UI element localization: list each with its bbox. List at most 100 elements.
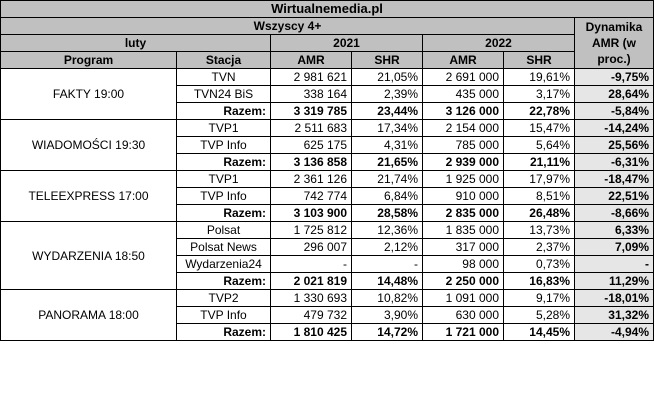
shr-2021-value: 6,84% <box>351 187 423 205</box>
dynamics-value: -18,01% <box>574 289 654 307</box>
program-name: WYDARZENIA 18:50 <box>0 221 177 290</box>
amr-2022-value: 785 000 <box>422 136 504 154</box>
dynamics-value: -5,84% <box>574 102 654 120</box>
amr-2021-value: 338 164 <box>270 85 352 103</box>
dynamics-value: 7,09% <box>574 238 654 256</box>
dynamics-value: 28,64% <box>574 85 654 103</box>
shr-2022-value: 0,73% <box>503 255 575 273</box>
station-name: Razem: <box>176 102 271 120</box>
audience-label: Wszyscy 4+ <box>0 17 575 35</box>
amr-2021-value: 1 725 812 <box>270 221 352 239</box>
table-row: Razem: 2 021 819 14,48% 2 250 000 16,83% 11,2… <box>1 272 654 290</box>
amr-2021-value: - <box>270 255 352 273</box>
amr-2021-value: 2 511 683 <box>270 119 352 137</box>
amr-2021-value: 2 361 126 <box>270 170 352 188</box>
shr-2021-value: 21,05% <box>351 68 423 86</box>
shr-2022-value: 26,48% <box>503 204 575 222</box>
program-name: FAKTY 19:00 <box>0 68 177 120</box>
shr-2021-value: 14,48% <box>351 272 423 290</box>
shr-2021-value: 10,82% <box>351 289 423 307</box>
program-name: PANORAMA 18:00 <box>0 289 177 341</box>
amr-2021-value: 2 021 819 <box>270 272 352 290</box>
station-name: TVN <box>176 68 271 86</box>
shr-2022-value: 8,51% <box>503 187 575 205</box>
shr-2022-value: 13,73% <box>503 221 575 239</box>
amr-2022-value: 2 939 000 <box>422 153 504 171</box>
station-name: Wydarzenia24 <box>176 255 271 273</box>
amr-2022-value: 1 091 000 <box>422 289 504 307</box>
station-name: Polsat <box>176 221 271 239</box>
table-row: Razem: 3 136 858 21,65% 2 939 000 21,11% -6,3… <box>1 153 654 171</box>
table-row: WIADOMOŚCI 19:30 TVP1 2 511 683 17,34% 2 154… <box>0 119 654 171</box>
station-name: Razem: <box>176 204 271 222</box>
amr-2021-value: 3 136 858 <box>270 153 352 171</box>
shr-2021-value: - <box>351 255 423 273</box>
dynamics-value: -4,94% <box>574 323 654 341</box>
dynamics-value: 31,32% <box>574 306 654 324</box>
shr-2021-value: 21,65% <box>351 153 423 171</box>
shr-2021-value: 28,58% <box>351 204 423 222</box>
amr-2022-value: 1 925 000 <box>422 170 504 188</box>
shr-2021-value: 2,39% <box>351 85 423 103</box>
amr-2021-value: 479 732 <box>270 306 352 324</box>
dynamics-value: 25,56% <box>574 136 654 154</box>
dynamics-value: 6,33% <box>574 221 654 239</box>
amr-2022-value: 2 691 000 <box>422 68 504 86</box>
amr-2021-value: 742 774 <box>270 187 352 205</box>
shr-2022-value: 2,37% <box>503 238 575 256</box>
amr-2022-value: 2 250 000 <box>422 272 504 290</box>
amr-2022-value: 435 000 <box>422 85 504 103</box>
amr-2021-value: 3 103 900 <box>270 204 352 222</box>
table-row: WYDARZENIA 18:50 Polsat 1 725 812 12,36% 1 8… <box>0 221 654 290</box>
station-name: TVP Info <box>176 136 271 154</box>
year-2022-header: 2022 <box>422 34 575 52</box>
amr-2022-value: 317 000 <box>422 238 504 256</box>
amr-2022-value: 2 154 000 <box>422 119 504 137</box>
station-column-header: Stacja <box>176 51 271 69</box>
shr-2021-value: 21,74% <box>351 170 423 188</box>
program-name: TELEEXPRESS 17:00 <box>0 170 177 222</box>
table-row: TVN24 BiS 338 164 2,39% 435 000 3,17% 28,64% <box>1 85 654 103</box>
table-row: TELEEXPRESS 17:00 TVP1 2 361 126 21,74% 1 92… <box>0 170 654 222</box>
amr-2021-value: 3 319 785 <box>270 102 352 120</box>
amr-2022-value: 3 126 000 <box>422 102 504 120</box>
amr-2021-value: 625 175 <box>270 136 352 154</box>
dynamics-value: 22,51% <box>574 187 654 205</box>
shr-2022-value: 5,28% <box>503 306 575 324</box>
amr-2022-value: 910 000 <box>422 187 504 205</box>
amr-2021-value: 296 007 <box>270 238 352 256</box>
shr-2022-value: 15,47% <box>503 119 575 137</box>
amr-2022-value: 1 721 000 <box>422 323 504 341</box>
program-name: WIADOMOŚCI 19:30 <box>0 119 177 171</box>
station-name: Razem: <box>176 153 271 171</box>
table-row: Razem: 3 103 900 28,58% 2 835 000 26,48% -8,6… <box>1 204 654 222</box>
shr-2022-value: 14,45% <box>503 323 575 341</box>
amr-2021-value: 1 810 425 <box>270 323 352 341</box>
dynamics-value: -18,47% <box>574 170 654 188</box>
shr-2021-value: 2,12% <box>351 238 423 256</box>
station-name: TVP1 <box>176 170 271 188</box>
shr-2021-column-header: SHR <box>351 51 423 69</box>
program-column-header: Program <box>0 51 177 69</box>
dynamics-value: -14,24% <box>574 119 654 137</box>
station-name: TVP Info <box>176 187 271 205</box>
shr-2022-value: 3,17% <box>503 85 575 103</box>
dynamics-value: -8,66% <box>574 204 654 222</box>
station-name: Razem: <box>176 272 271 290</box>
shr-2021-value: 12,36% <box>351 221 423 239</box>
shr-2022-value: 9,17% <box>503 289 575 307</box>
amr-2022-value: 98 000 <box>422 255 504 273</box>
amr-2021-value: 1 330 693 <box>270 289 352 307</box>
dynamics-value: -9,75% <box>574 68 654 86</box>
site-title: Wirtualnemedia.pl <box>0 0 654 18</box>
table-row: FAKTY 19:00 TVN 2 981 621 21,05% 2 691 000 19… <box>0 68 654 120</box>
amr-2022-column-header: AMR <box>422 51 504 69</box>
amr-2022-value: 630 000 <box>422 306 504 324</box>
shr-2021-value: 4,31% <box>351 136 423 154</box>
amr-2022-value: 1 835 000 <box>422 221 504 239</box>
table-row: PANORAMA 18:00 TVP2 1 330 693 10,82% 1 091 0… <box>0 289 654 341</box>
dynamics-value: - <box>574 255 654 273</box>
shr-2022-value: 22,78% <box>503 102 575 120</box>
station-name: TVP2 <box>176 289 271 307</box>
station-name: TVN24 BiS <box>176 85 271 103</box>
